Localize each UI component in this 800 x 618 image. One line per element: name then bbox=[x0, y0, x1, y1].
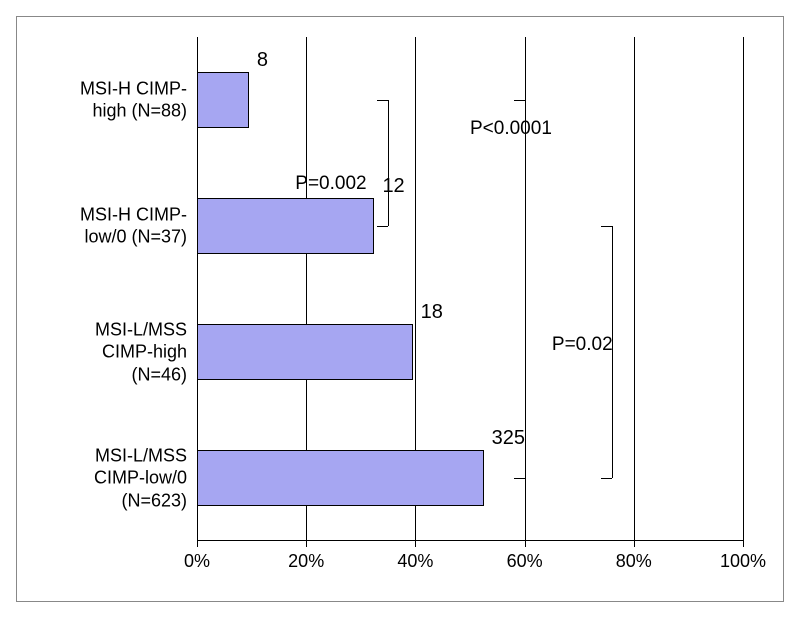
bar bbox=[197, 450, 484, 507]
bar bbox=[197, 72, 249, 129]
x-tick-label: 100% bbox=[720, 551, 766, 572]
x-tick-label: 0% bbox=[184, 551, 210, 572]
x-axis-line bbox=[197, 540, 743, 541]
bar bbox=[197, 324, 413, 381]
chart-container: 0%20%40%60%80%100% 8MSI-H CIMP-high (N=8… bbox=[0, 0, 800, 618]
x-tick-mark bbox=[197, 541, 198, 547]
category-label: MSI-H CIMP-high (N=88) bbox=[27, 77, 197, 122]
category-label: MSI-H CIMP-low/0 (N=37) bbox=[27, 203, 197, 248]
bar-value-label: 12 bbox=[382, 175, 404, 198]
bar-value-label: 18 bbox=[421, 301, 443, 324]
bar-row: 325MSI-L/MSSCIMP-low/0(N=623) bbox=[197, 450, 743, 507]
bar-row: 8MSI-H CIMP-high (N=88) bbox=[197, 72, 743, 129]
bar-row: 18MSI-L/MSSCIMP-high(N=46) bbox=[197, 324, 743, 381]
gridline bbox=[743, 37, 744, 541]
chart-frame: 0%20%40%60%80%100% 8MSI-H CIMP-high (N=8… bbox=[16, 16, 784, 602]
x-tick-label: 20% bbox=[288, 551, 324, 572]
bar-value-label: 8 bbox=[257, 49, 268, 72]
category-label: MSI-L/MSSCIMP-high(N=46) bbox=[27, 318, 197, 386]
x-tick-label: 60% bbox=[507, 551, 543, 572]
bar bbox=[197, 198, 374, 255]
x-tick-mark bbox=[525, 541, 526, 547]
category-label: MSI-L/MSSCIMP-low/0(N=623) bbox=[27, 444, 197, 512]
x-tick-mark bbox=[743, 541, 744, 547]
x-tick-mark bbox=[306, 541, 307, 547]
bar-value-label: 325 bbox=[492, 427, 525, 450]
plot-area: 0%20%40%60%80%100% 8MSI-H CIMP-high (N=8… bbox=[197, 37, 743, 541]
x-tick-label: 80% bbox=[616, 551, 652, 572]
x-tick-mark bbox=[634, 541, 635, 547]
bar-row: 12MSI-H CIMP-low/0 (N=37) bbox=[197, 198, 743, 255]
x-tick-label: 40% bbox=[397, 551, 433, 572]
x-tick-mark bbox=[415, 541, 416, 547]
